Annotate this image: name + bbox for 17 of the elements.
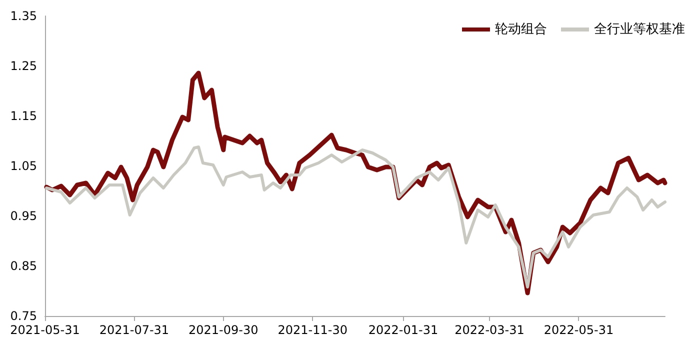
y-tick-label: 1.15 xyxy=(10,109,37,123)
y-tick-label: 0.95 xyxy=(10,209,37,223)
legend-label: 轮动组合 xyxy=(495,22,547,37)
y-tick-label: 1.25 xyxy=(10,59,37,73)
x-tick-label: 2021-09-30 xyxy=(188,323,258,337)
line-series xyxy=(44,146,666,288)
x-tick-label: 2022-01-31 xyxy=(368,323,438,337)
x-tick-label: 2021-11-30 xyxy=(278,323,348,337)
legend-label: 全行业等权基准 xyxy=(594,22,685,37)
x-tick-label: 2022-03-31 xyxy=(454,323,524,337)
x-tick-label: 2021-05-31 xyxy=(10,323,80,337)
y-tick-label: 1.35 xyxy=(10,9,37,23)
x-tick-label: 2022-05-31 xyxy=(544,323,614,337)
y-tick-label: 0.75 xyxy=(10,309,37,323)
x-tick-label: 2021-07-31 xyxy=(99,323,170,337)
y-tick-label: 0.85 xyxy=(10,259,37,273)
y-tick-label: 1.05 xyxy=(10,159,37,173)
